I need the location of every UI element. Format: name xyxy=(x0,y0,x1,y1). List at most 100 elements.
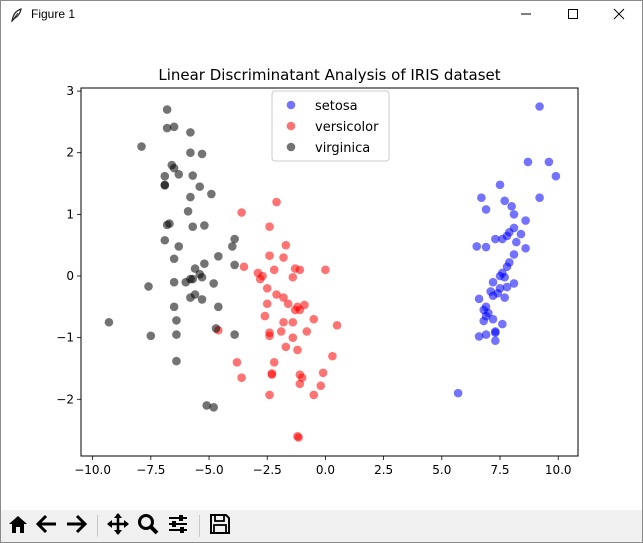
versicolor-point xyxy=(295,379,305,389)
feather-icon xyxy=(9,7,23,23)
back-arrow-icon xyxy=(35,513,58,539)
legend-label-virginica: virginica xyxy=(315,141,370,156)
back-button[interactable] xyxy=(34,513,60,539)
y-tick-label: 1 xyxy=(66,207,74,221)
setosa-point xyxy=(544,157,554,167)
virginica-point xyxy=(160,235,170,245)
virginica-point xyxy=(162,105,172,114)
virginica-point xyxy=(169,163,179,173)
virginica-point xyxy=(174,242,184,251)
versicolor-point xyxy=(279,293,288,302)
legend-box xyxy=(271,90,390,162)
legend-marker-virginica xyxy=(286,142,296,152)
x-tick-label: −10.0 xyxy=(74,463,111,477)
x-tick-label: −2.5 xyxy=(253,463,282,477)
legend-marker-versicolor xyxy=(286,121,296,131)
minimize-icon xyxy=(520,5,532,24)
y-tick-label: 2 xyxy=(66,146,74,160)
virginica-point xyxy=(209,279,218,288)
maximize-button[interactable] xyxy=(550,1,596,27)
zoom-button[interactable] xyxy=(135,513,161,539)
title-bar[interactable]: Figure 1 xyxy=(1,1,642,27)
versicolor-point xyxy=(309,390,319,400)
versicolor-point xyxy=(260,311,270,321)
virginica-point xyxy=(197,295,207,304)
x-tick-label: 5.0 xyxy=(432,463,451,477)
home-button[interactable] xyxy=(5,513,31,539)
close-icon xyxy=(613,5,625,24)
save-button[interactable] xyxy=(207,513,233,539)
versicolor-point xyxy=(281,240,291,250)
setosa-point xyxy=(509,279,519,288)
pan-button[interactable] xyxy=(105,513,131,539)
virginica-point xyxy=(197,149,207,159)
chart-title: Linear Discriminatant Analysis of IRIS d… xyxy=(158,66,500,84)
versicolor-point xyxy=(265,251,274,260)
setosa-point xyxy=(491,234,500,244)
versicolor-point xyxy=(321,265,330,275)
virginica-point xyxy=(230,330,239,339)
setosa-point xyxy=(521,243,530,253)
configure-subplots-button[interactable] xyxy=(165,513,191,539)
legend-label-setosa: setosa xyxy=(315,99,358,114)
virginica-point xyxy=(104,317,114,327)
setosa-point xyxy=(509,250,519,259)
setosa-point xyxy=(512,237,521,247)
versicolor-point xyxy=(265,390,274,400)
setosa-point xyxy=(500,272,509,282)
virginica-point xyxy=(137,142,146,151)
versicolor-point xyxy=(288,317,298,327)
setosa-point xyxy=(502,262,512,272)
versicolor-point xyxy=(267,370,277,379)
setosa-point xyxy=(535,102,544,111)
minimize-button[interactable] xyxy=(503,1,549,27)
versicolor-point xyxy=(265,331,274,341)
virginica-point xyxy=(188,222,198,231)
setosa-point xyxy=(488,277,498,287)
virginica-point xyxy=(172,330,181,339)
virginica-point xyxy=(214,251,223,261)
forward-button[interactable] xyxy=(63,513,89,539)
setosa-point xyxy=(495,180,505,190)
x-tick-label: −7.5 xyxy=(136,463,165,477)
y-tick-label: −2 xyxy=(56,392,74,406)
versicolor-point xyxy=(239,262,249,272)
virginica-point xyxy=(172,356,181,366)
setosa-point xyxy=(500,293,509,302)
scatter-chart: Linear Discriminatant Analysis of IRIS d… xyxy=(56,66,579,477)
close-button[interactable] xyxy=(596,1,642,27)
forward-arrow-icon xyxy=(65,513,88,539)
setosa-point xyxy=(500,196,509,206)
virginica-point xyxy=(202,401,212,410)
legend-marker-setosa xyxy=(286,100,296,110)
virginica-point xyxy=(186,192,195,202)
versicolor-point xyxy=(316,381,326,391)
virginica-point xyxy=(211,324,221,333)
y-tick-label: 3 xyxy=(66,84,74,98)
versicolor-point xyxy=(302,327,312,336)
virginica-point xyxy=(186,128,195,137)
y-tick-label: −1 xyxy=(56,331,74,345)
virginica-point xyxy=(230,234,239,244)
versicolor-point xyxy=(262,284,272,293)
setosa-point xyxy=(491,328,500,338)
virginica-point xyxy=(146,331,156,341)
setosa-point xyxy=(502,282,512,292)
virginica-point xyxy=(181,277,191,287)
x-tick-label: −5.0 xyxy=(194,463,223,477)
virginica-point xyxy=(172,316,181,325)
versicolor-point xyxy=(332,321,342,330)
versicolor-point xyxy=(288,333,298,342)
x-tick-label: 10.0 xyxy=(545,463,572,477)
versicolor-point xyxy=(328,351,337,361)
setosa-point xyxy=(516,229,526,239)
virginica-point xyxy=(230,260,239,270)
setosa-point xyxy=(481,205,491,214)
home-icon xyxy=(7,513,29,539)
virginica-point xyxy=(174,169,184,179)
maximize-icon xyxy=(567,5,579,24)
virginica-point xyxy=(144,282,153,291)
x-tick-label: 0.0 xyxy=(316,463,335,477)
figure-canvas[interactable]: Linear Discriminatant Analysis of IRIS d… xyxy=(1,28,642,510)
versicolor-point xyxy=(272,197,281,207)
